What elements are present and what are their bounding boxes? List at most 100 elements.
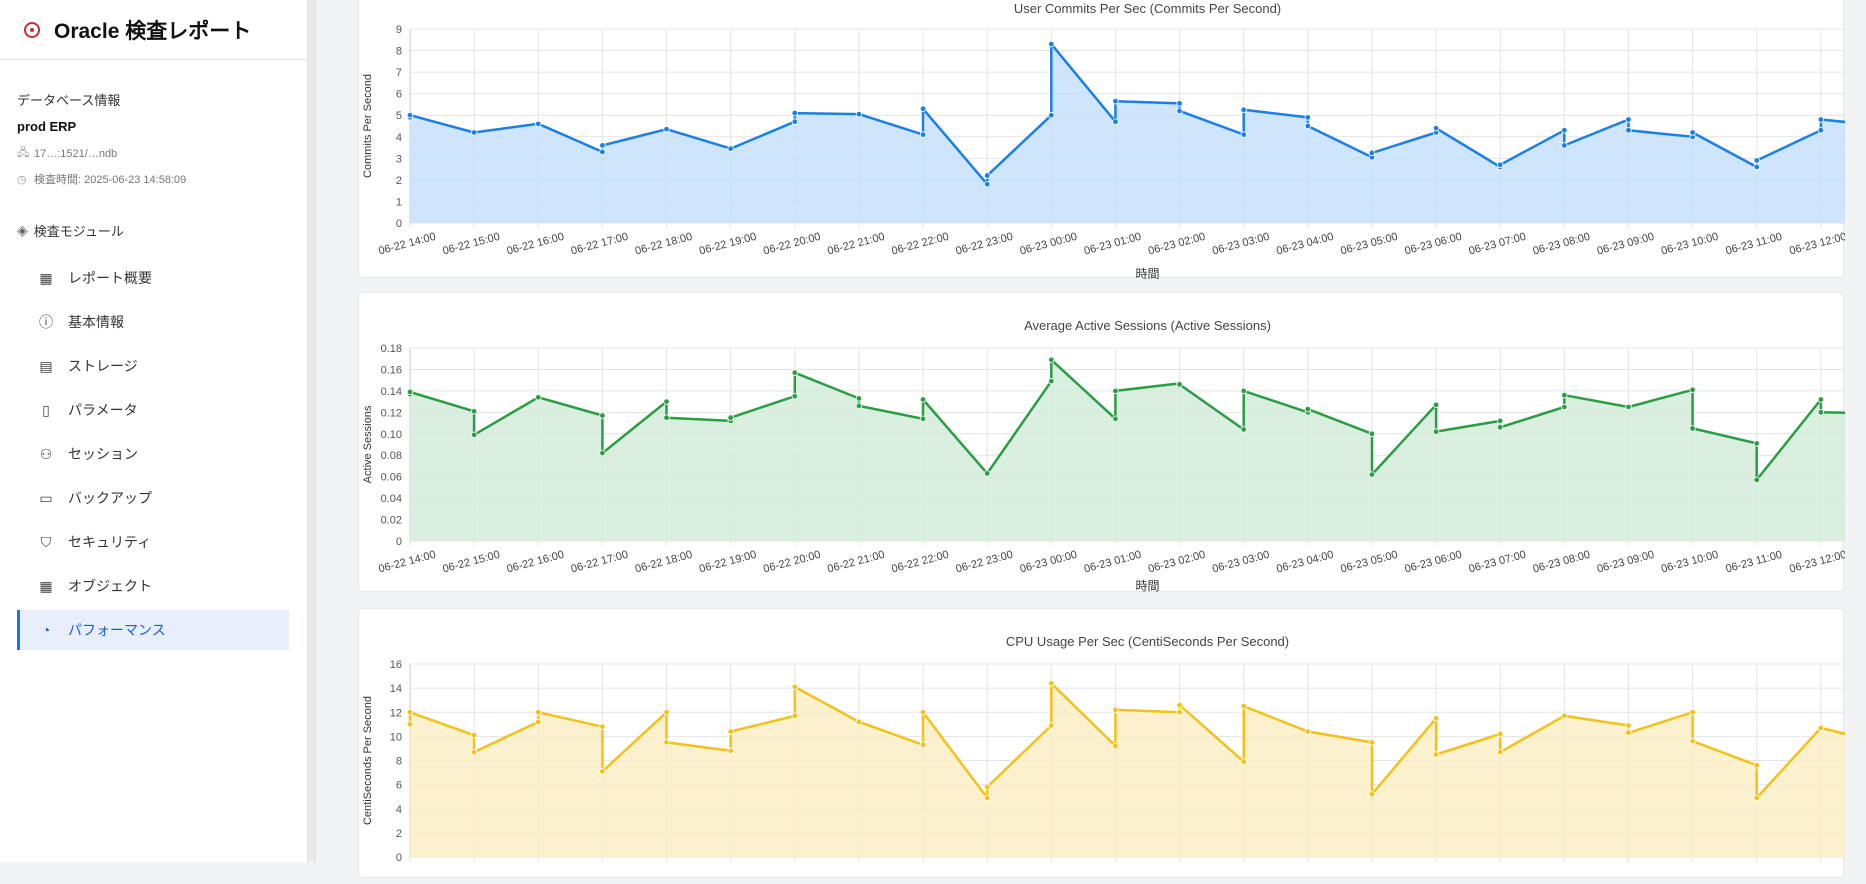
- data-point: [1432, 715, 1440, 722]
- nav-item-label: レポート概要: [68, 270, 152, 286]
- data-point: [663, 739, 670, 746]
- modules-title: 検査モジュール: [33, 224, 124, 239]
- data-point: [1497, 730, 1504, 738]
- y-tick-label: 4: [396, 804, 402, 816]
- data-point: [535, 709, 542, 716]
- nav-item-backup[interactable]: ▭ バックアップ: [17, 478, 289, 518]
- x-tick-label: 06-23 10:00: [1660, 549, 1720, 576]
- server-icon: 🖧: [17, 147, 30, 159]
- nav-item-parameters[interactable]: ▯ パラメータ: [17, 390, 289, 430]
- data-point: [1304, 122, 1312, 130]
- x-tick-label: 06-23 01:00: [1083, 549, 1143, 576]
- data-point: [855, 718, 863, 726]
- x-tick-label: 06-23 06:00: [1403, 549, 1463, 576]
- x-tick-label: 06-23 05:00: [1339, 231, 1399, 258]
- data-point: [983, 172, 991, 179]
- x-tick-label: 06-23 01:00: [1083, 231, 1143, 258]
- nav-item-security[interactable]: ⛉ セキュリティ: [17, 522, 289, 562]
- data-point: [1112, 742, 1119, 750]
- oracle-logo-icon: [24, 21, 40, 38]
- data-point: [663, 709, 670, 716]
- module-nav: ▦ レポート概要 ⓘ 基本情報 ▤ ストレージ ▯ パラメータ ⚇ セッション ▭ バックア…: [0, 258, 307, 650]
- sidebar-scrollbar[interactable]: [308, 0, 316, 862]
- x-tick-label: 06-23 00:00: [1019, 549, 1079, 576]
- data-point: [983, 794, 991, 802]
- data-point: [855, 402, 863, 410]
- data-point: [1304, 405, 1312, 413]
- data-point: [1240, 703, 1247, 710]
- active-sessions-chart: Average Active Sessions (Active Sessions…: [362, 318, 1866, 593]
- data-point: [1817, 724, 1825, 732]
- y-tick-label: 4: [396, 132, 402, 144]
- data-point: [1176, 107, 1183, 115]
- chart-card-cpu-usage: CPU Usage Per Sec (CentiSeconds Per Seco…: [358, 608, 1866, 878]
- x-tick-label: 06-23 09:00: [1596, 231, 1656, 258]
- data-point: [406, 388, 414, 396]
- data-point: [1817, 116, 1825, 123]
- chart-title: Average Active Sessions (Active Sessions…: [1024, 318, 1271, 333]
- modules-title-row: ◈ 検査モジュール: [0, 195, 307, 240]
- data-point: [1240, 426, 1247, 433]
- layers-icon: ◈: [17, 222, 28, 238]
- data-point: [919, 415, 927, 422]
- data-point: [1048, 356, 1055, 363]
- nav-item-label: パフォーマンス: [68, 622, 166, 638]
- x-tick-label: 06-22 18:00: [634, 231, 694, 258]
- nav-item-objects[interactable]: ▦ オブジェクト: [17, 566, 289, 606]
- y-tick-label: 0.04: [381, 493, 402, 505]
- x-tick-label: 06-22 15:00: [441, 549, 501, 576]
- x-tick-label: 06-23 02:00: [1147, 231, 1207, 258]
- x-tick-label: 06-23 04:00: [1275, 549, 1335, 576]
- data-point: [1497, 424, 1504, 431]
- data-point: [1048, 722, 1055, 729]
- data-point: [599, 412, 606, 419]
- data-point: [1368, 149, 1376, 157]
- nav-item-sessions[interactable]: ⚇ セッション: [17, 434, 289, 474]
- nav-item-report-overview[interactable]: ▦ レポート概要: [17, 258, 289, 298]
- y-tick-label: 2: [396, 175, 402, 187]
- nav-item-performance[interactable]: ◔ パフォーマンス: [17, 610, 289, 650]
- data-point: [1817, 409, 1825, 416]
- x-tick-label: 06-22 22:00: [890, 231, 950, 258]
- data-point: [1625, 722, 1632, 729]
- data-point: [1432, 401, 1440, 409]
- data-point: [1561, 391, 1568, 399]
- data-point: [1561, 127, 1568, 134]
- data-point: [919, 105, 927, 112]
- data-point: [1112, 387, 1119, 395]
- data-point: [791, 683, 798, 691]
- data-point: [791, 393, 798, 400]
- nav-item-label: ストレージ: [68, 358, 138, 374]
- nav-item-storage[interactable]: ▤ ストレージ: [17, 346, 289, 386]
- nav-item-basic-info[interactable]: ⓘ 基本情報: [17, 302, 289, 342]
- chart-title: CPU Usage Per Sec (CentiSeconds Per Seco…: [1006, 634, 1289, 649]
- info-icon: ⓘ: [39, 314, 53, 330]
- data-point: [1368, 739, 1376, 746]
- data-point: [1240, 131, 1247, 138]
- x-tick-label: 06-23 07:00: [1468, 549, 1528, 576]
- data-point: [1048, 378, 1055, 385]
- data-point: [791, 109, 798, 117]
- data-point: [1432, 124, 1440, 132]
- data-point: [1176, 701, 1183, 709]
- y-tick-label: 0: [396, 218, 402, 230]
- archive-icon: ▭: [39, 489, 53, 506]
- y-tick-label: 8: [396, 46, 402, 58]
- y-tick-label: 0.16: [381, 364, 402, 376]
- nav-item-label: オブジェクト: [68, 578, 152, 594]
- x-tick-label: 06-23 08:00: [1532, 549, 1592, 576]
- data-point: [599, 723, 606, 730]
- data-point: [1625, 127, 1632, 134]
- x-tick-label: 06-22 18:00: [634, 549, 694, 576]
- y-tick-label: 0.02: [381, 515, 402, 527]
- y-tick-label: 16: [390, 659, 402, 671]
- x-axis-label: 時間: [1135, 579, 1159, 593]
- x-tick-label: 06-23 12:00: [1788, 549, 1845, 576]
- x-tick-label: 06-23 08:00: [1532, 231, 1592, 258]
- data-point: [470, 748, 478, 756]
- data-point: [1689, 386, 1696, 394]
- data-point: [406, 721, 414, 728]
- data-point: [1240, 758, 1247, 765]
- y-tick-label: 0.12: [381, 407, 402, 419]
- data-point: [791, 712, 798, 720]
